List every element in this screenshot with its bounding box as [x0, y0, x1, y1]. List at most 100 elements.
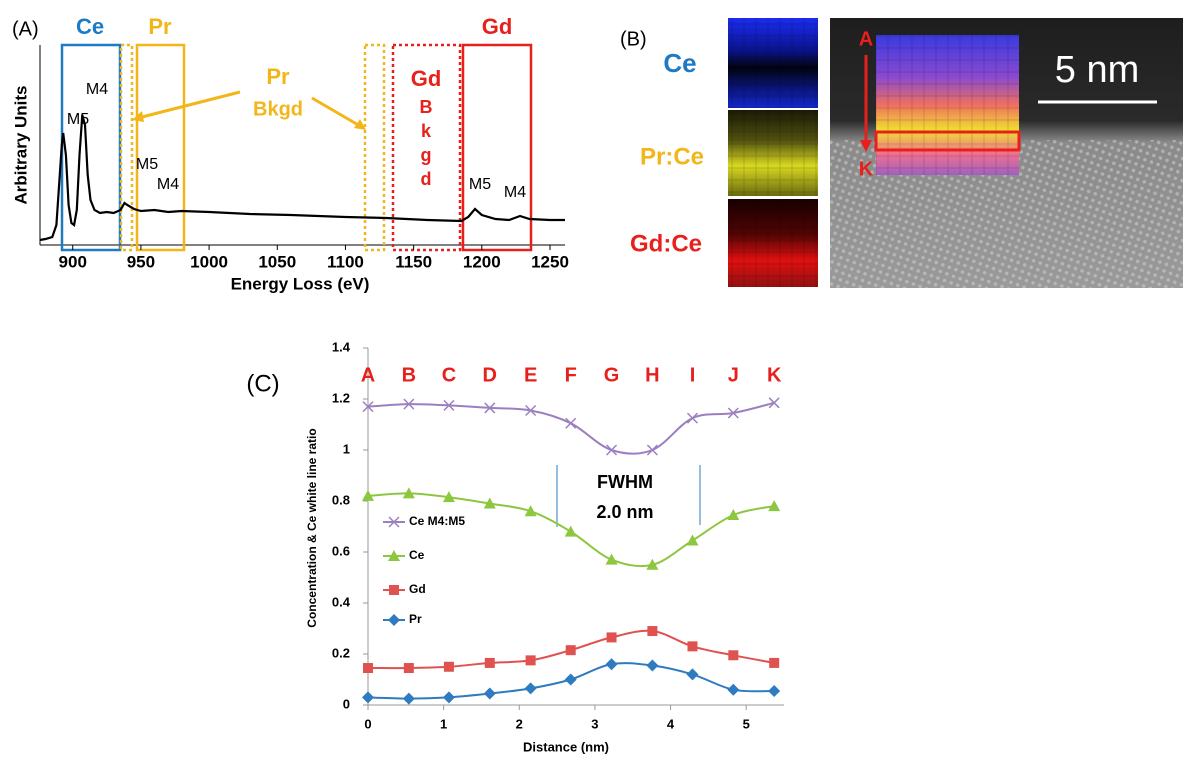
- marker: [607, 632, 617, 642]
- marker: [565, 674, 577, 686]
- marker: [525, 682, 537, 694]
- map-label: Ce: [663, 48, 696, 78]
- marker: [768, 685, 780, 697]
- point-label: K: [767, 364, 782, 386]
- marker: [727, 684, 739, 696]
- point-label: E: [524, 364, 537, 386]
- point-label: I: [690, 364, 696, 386]
- line-label: A: [859, 28, 873, 50]
- y-axis-label: Arbitrary Units: [11, 85, 30, 204]
- marker: [404, 663, 414, 673]
- marker: [687, 641, 697, 651]
- map-pixels: [876, 35, 1019, 175]
- edge-label: M4: [504, 184, 526, 201]
- marker: [443, 691, 455, 703]
- scale-label: 5 nm: [1055, 49, 1139, 91]
- marker: [362, 691, 374, 703]
- legend-label: Gd: [409, 582, 426, 596]
- map-pixels: [728, 18, 818, 108]
- legend-label: Ce: [409, 548, 425, 562]
- arrow: [138, 92, 240, 118]
- x-tick-label: 5: [743, 716, 750, 731]
- y-tick-label: 0: [343, 696, 350, 711]
- x-tick-label: 3: [591, 716, 598, 731]
- annotation: FWHM: [597, 472, 653, 492]
- marker: [485, 658, 495, 668]
- window-label: g: [421, 145, 432, 165]
- marker: [566, 645, 576, 655]
- point-label: B: [402, 364, 416, 386]
- x-tick-label: 2: [516, 716, 523, 731]
- y-tick-label: 1.2: [332, 390, 350, 405]
- marker: [606, 658, 618, 670]
- x-tick-label: 1200: [463, 252, 501, 271]
- marker: [565, 526, 577, 537]
- point-label: D: [483, 364, 497, 386]
- x-tick-label: 1100: [327, 252, 364, 271]
- y-tick-label: 0.6: [332, 543, 350, 558]
- window-label: Ce: [76, 14, 104, 39]
- window-label: Pr: [148, 14, 172, 39]
- y-tick-label: 0.4: [332, 594, 351, 609]
- y-tick-label: 0.2: [332, 645, 350, 660]
- window: [365, 45, 384, 250]
- y-axis-label: Concentration & Ce white line ratio: [305, 428, 319, 627]
- x-tick-label: 1250: [531, 252, 569, 271]
- edge-label: M4: [157, 176, 179, 193]
- x-tick-label: 1150: [395, 252, 432, 271]
- marker: [768, 500, 780, 511]
- marker: [403, 693, 415, 705]
- x-tick-label: 0: [364, 716, 371, 731]
- line-label: K: [859, 158, 874, 180]
- marker: [647, 445, 657, 455]
- panel-label: (A): [12, 18, 39, 40]
- marker: [769, 658, 779, 668]
- window-label: k: [421, 121, 432, 141]
- legend-marker: [389, 585, 399, 595]
- point-label: H: [645, 364, 659, 386]
- marker: [484, 688, 496, 700]
- map-pixels: [728, 199, 818, 287]
- y-tick-label: 1: [343, 441, 350, 456]
- map-label: Pr:Ce: [640, 143, 704, 170]
- y-tick-label: 1.4: [332, 339, 351, 354]
- point-label: C: [442, 364, 456, 386]
- arrow: [312, 98, 360, 126]
- y-tick-label: 0.8: [332, 492, 350, 507]
- window: [121, 45, 132, 250]
- marker: [646, 659, 658, 671]
- marker: [526, 655, 536, 665]
- edge-label: M5: [469, 176, 491, 193]
- x-axis-label: Distance (nm): [523, 739, 609, 754]
- legend-label: Pr: [409, 612, 422, 626]
- marker: [607, 445, 617, 455]
- x-tick-label: 4: [667, 716, 675, 731]
- annotation: 2.0 nm: [596, 502, 653, 522]
- marker: [728, 650, 738, 660]
- point-label: A: [361, 364, 375, 386]
- marker: [687, 413, 697, 423]
- marker: [727, 509, 739, 520]
- window-label: B: [420, 97, 433, 117]
- point-label: J: [728, 364, 739, 386]
- panel-label: (B): [620, 28, 647, 50]
- legend-marker: [388, 614, 400, 626]
- window: [137, 45, 184, 250]
- window-label: d: [421, 169, 432, 189]
- x-tick-label: 1: [440, 716, 447, 731]
- marker: [606, 554, 618, 565]
- legend-label: Ce M4:M5: [409, 514, 465, 528]
- window-label: Gd: [482, 14, 513, 39]
- x-axis-label: Energy Loss (eV): [231, 274, 370, 293]
- x-tick-label: 950: [127, 252, 155, 271]
- marker: [686, 535, 698, 546]
- x-tick-label: 1000: [190, 252, 228, 271]
- series-line: [368, 403, 774, 454]
- marker: [566, 418, 576, 428]
- x-tick-label: 900: [59, 252, 87, 271]
- map-pixels: [728, 110, 818, 196]
- marker: [686, 668, 698, 680]
- marker: [363, 663, 373, 673]
- panel-label: (C): [246, 370, 279, 397]
- window-label: Pr: [266, 64, 290, 89]
